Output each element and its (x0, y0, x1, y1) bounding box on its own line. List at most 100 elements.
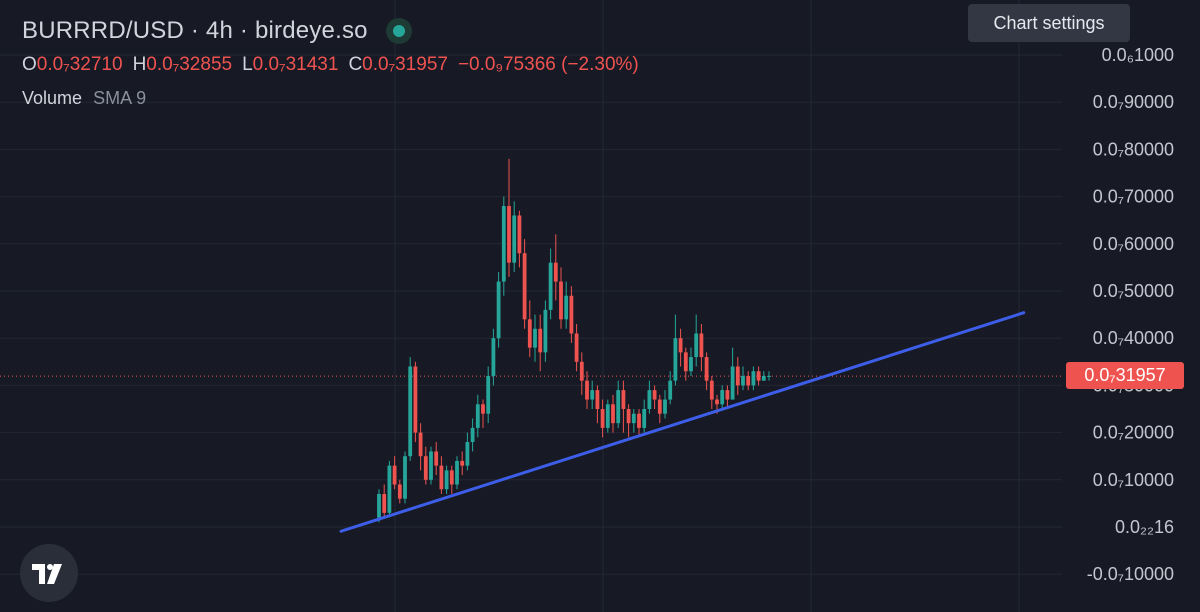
candle-body (475, 404, 480, 428)
candle (553, 234, 558, 301)
candle (429, 446, 433, 485)
candle-body (715, 399, 719, 405)
candle (595, 385, 600, 424)
ohlc-close: C0.0₇31957 (348, 54, 448, 75)
candle (585, 371, 589, 409)
candle (397, 479, 402, 504)
candle-body (434, 451, 439, 466)
candle (548, 248, 553, 320)
candle (439, 456, 444, 494)
candle (611, 394, 615, 433)
candle (418, 423, 423, 471)
support-trendline[interactable] (339, 311, 1026, 533)
candle-body (746, 375, 751, 386)
candle-body (730, 366, 735, 400)
candle-body (720, 390, 725, 405)
candle-body (377, 493, 381, 518)
candle-body (611, 404, 615, 424)
symbol-title[interactable]: BURRRD/USD · 4h · birdeye.so (22, 17, 368, 44)
candle (449, 465, 454, 494)
trendline[interactable] (339, 311, 1026, 533)
candle-body (590, 390, 595, 400)
candle-body (699, 333, 704, 358)
candle (735, 357, 740, 395)
candle-body (470, 427, 475, 443)
candle-body (621, 390, 626, 409)
candle (491, 328, 496, 386)
candle-body (382, 493, 387, 513)
ohlc-open: O0.0₇32710 (22, 54, 123, 75)
candle (642, 399, 647, 433)
candle (767, 371, 771, 381)
chart-legend: BURRRD/USD · 4h · birdeye.so O0.0₇32710 … (22, 14, 639, 109)
candle (647, 380, 652, 414)
volume-indicator-legend[interactable]: Volume SMA 9 (22, 88, 639, 109)
candle-body (387, 465, 392, 513)
candle-body (403, 456, 407, 499)
candle (527, 300, 532, 358)
candle (694, 314, 699, 367)
candle (517, 210, 522, 268)
candle-body (564, 295, 569, 320)
candle (756, 366, 761, 386)
candle-body (642, 409, 647, 428)
ohlc-values: O0.0₇32710 H0.0₇32855 L0.0₇31431 C0.0₇31… (22, 54, 639, 76)
candle-body (408, 366, 413, 457)
candle-body (392, 465, 397, 485)
candle (543, 300, 548, 362)
candle (460, 451, 465, 476)
candle-body (543, 309, 548, 353)
candle-body (444, 470, 449, 490)
price-axis[interactable]: 0.0₆1000 0.0₇90000 0.0₇80000 0.0₇70000 0.0₇6… (1087, 45, 1174, 584)
y-tick-label: 0.0₇40000 (1093, 328, 1174, 348)
candle-body (512, 215, 517, 263)
candle-body (741, 375, 745, 386)
candle (668, 371, 673, 405)
candle-body (626, 409, 631, 424)
candle-body (481, 404, 485, 414)
candle-body (751, 371, 756, 386)
candles (377, 158, 771, 523)
candle-body (460, 460, 465, 466)
candle (377, 489, 381, 523)
candle-body (559, 281, 563, 320)
candle (709, 375, 714, 409)
candle (683, 347, 688, 381)
candle (678, 328, 683, 367)
candle-body (538, 328, 543, 353)
y-tick-label: 0.0₇70000 (1093, 187, 1174, 207)
candle (741, 366, 745, 391)
candle-body (413, 366, 418, 433)
candle-body (694, 333, 699, 358)
candle (486, 366, 491, 424)
candle-body (569, 295, 574, 334)
candle-body (579, 361, 584, 381)
candle (689, 347, 693, 376)
candle (657, 394, 662, 424)
candle (413, 361, 418, 443)
candle-body (663, 399, 667, 414)
ohlc-high: H0.0₇32855 (132, 54, 233, 75)
tradingview-logo-icon[interactable] (20, 544, 78, 602)
candle-body (397, 484, 402, 499)
y-tick-label: 0.0₇80000 (1093, 139, 1174, 159)
candle (590, 380, 595, 409)
candle-body (429, 451, 433, 480)
candle-body (605, 404, 610, 428)
candle-body (533, 328, 537, 348)
candle (507, 158, 511, 277)
candle-body (491, 338, 496, 376)
candle (720, 385, 725, 409)
candle (564, 281, 569, 329)
candle-body (637, 413, 641, 428)
candle (501, 196, 506, 296)
candle-body (704, 357, 709, 381)
candle-body (678, 338, 683, 353)
candle-body (600, 409, 605, 428)
candle-body (574, 333, 579, 362)
candle (382, 484, 387, 518)
candle-body (527, 319, 532, 348)
candle-body (465, 442, 470, 466)
